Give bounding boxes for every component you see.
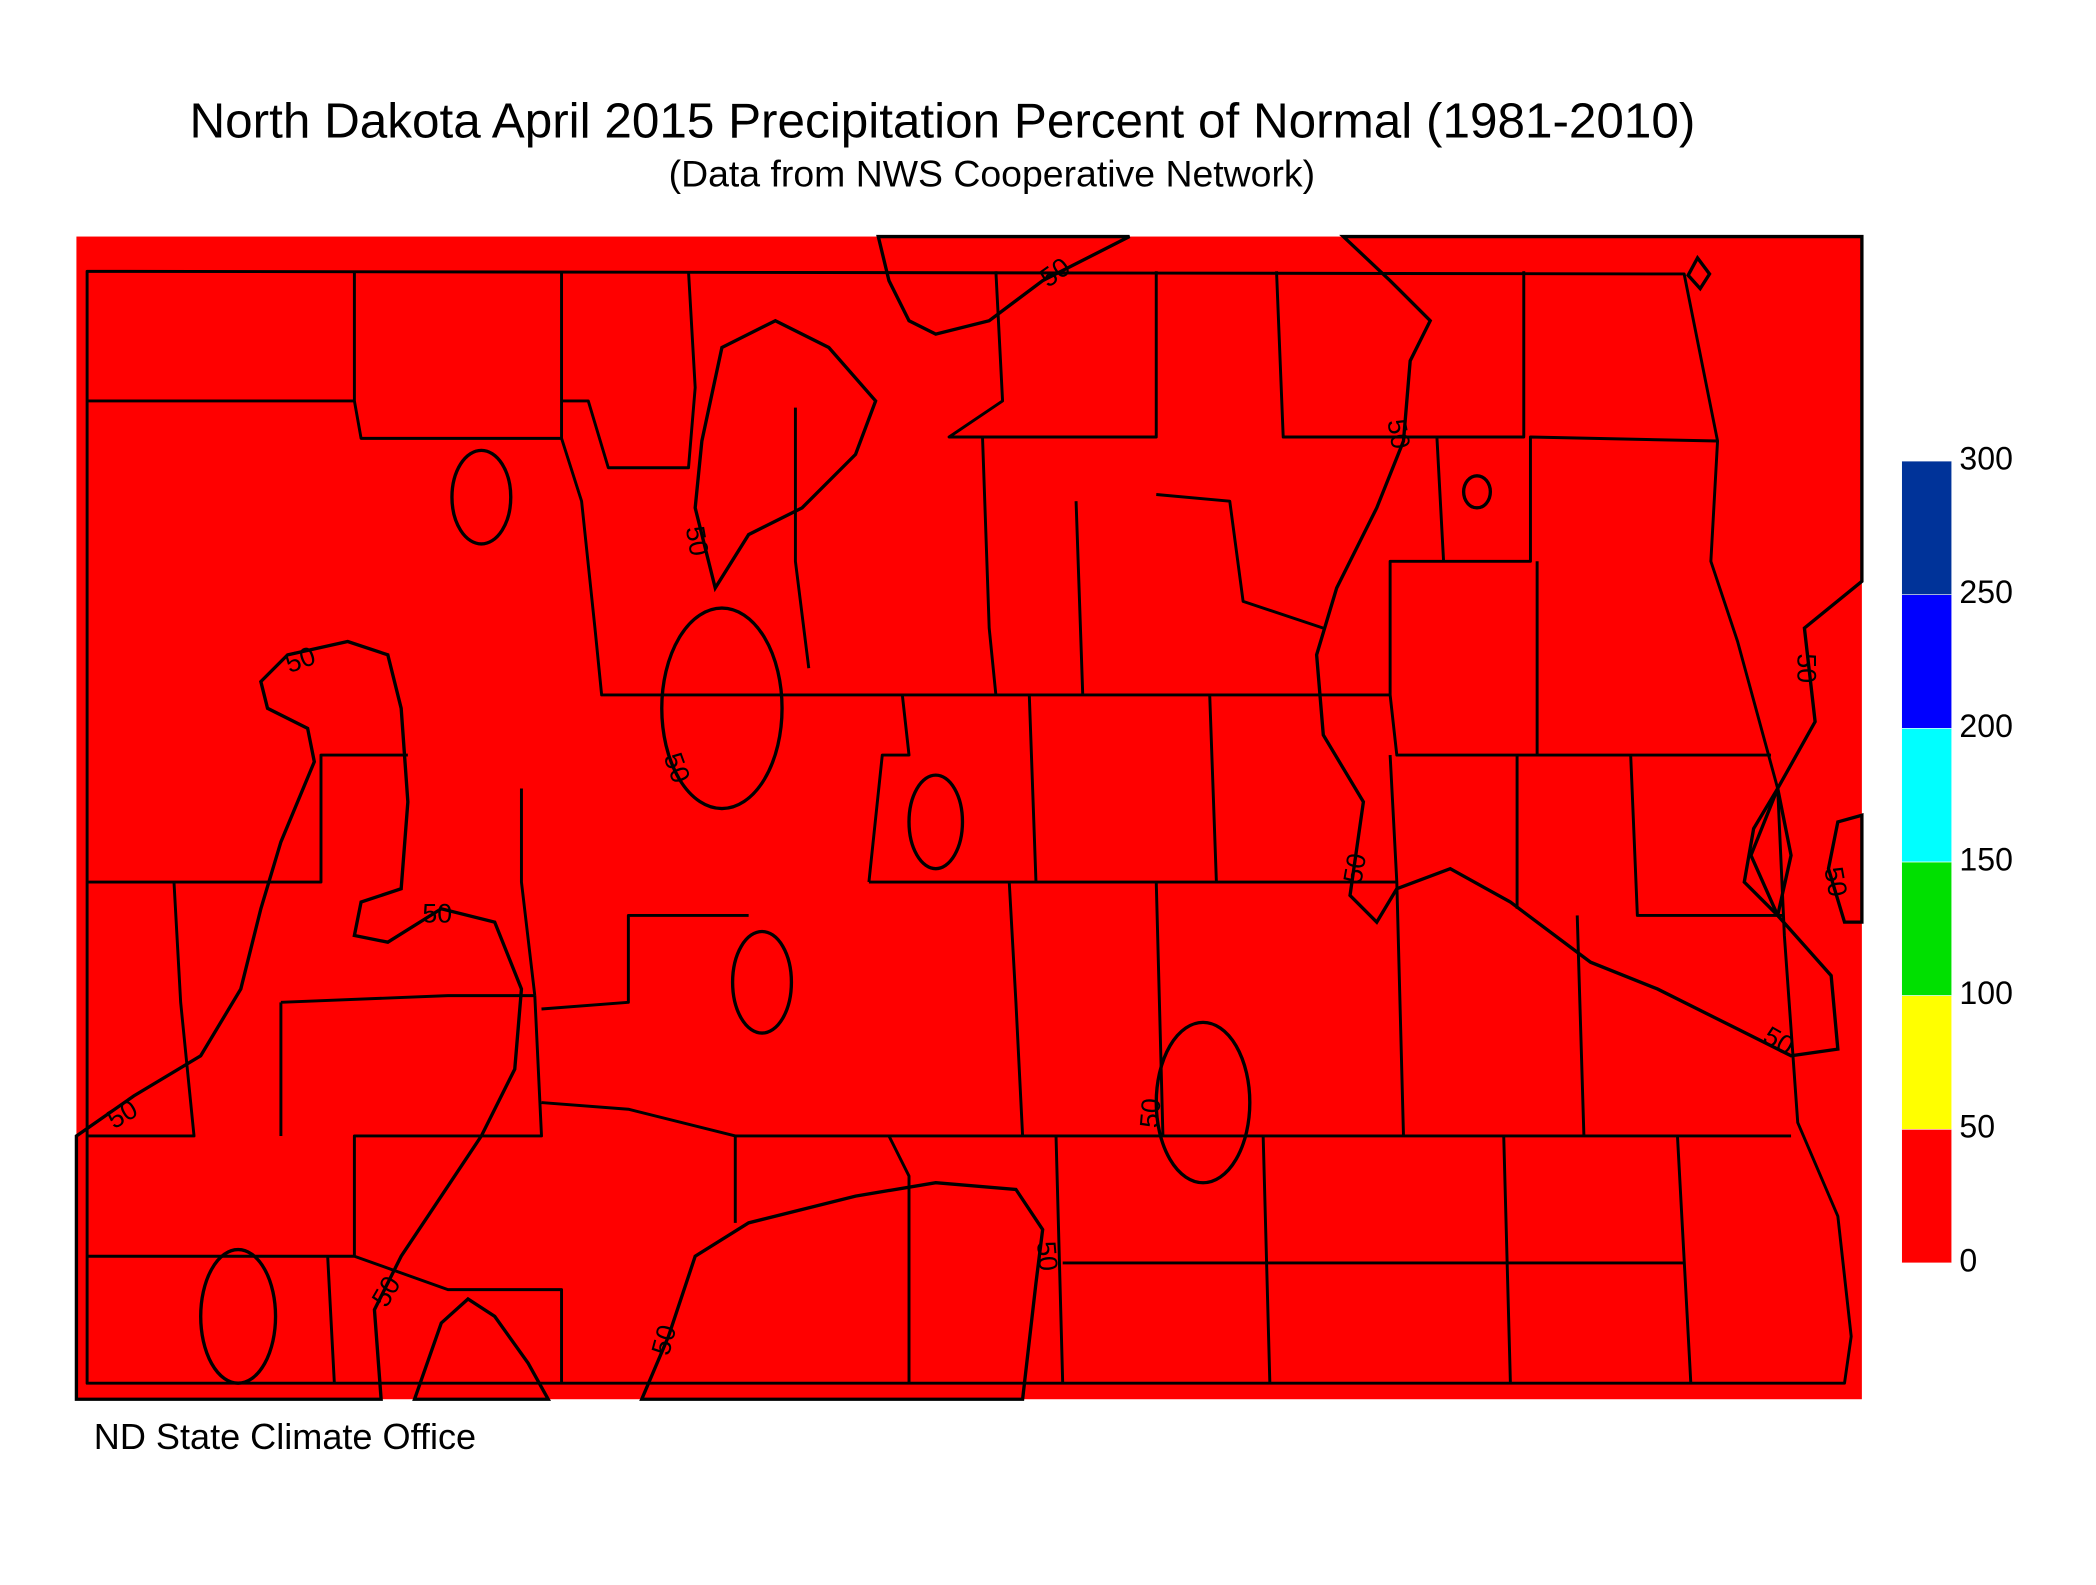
legend-swatch [1901, 861, 1952, 996]
legend-label: 100 [1959, 975, 2013, 1011]
legend-swatch [1901, 995, 1952, 1130]
field-low [76, 236, 1862, 1400]
county-lines [85, 269, 1853, 1385]
legend-swatch [1901, 728, 1952, 862]
legend-label: 300 [1959, 441, 2013, 477]
zone-0-50 [1461, 474, 1493, 510]
legend-swatch [1901, 461, 1952, 595]
legend: 0 50 100 150 200 250 300 [1901, 441, 2013, 1278]
legend-label: 150 [1959, 841, 2013, 877]
zone-50-100 [907, 773, 965, 871]
legend-label: 200 [1959, 708, 2013, 744]
zone-50-100 [1154, 1020, 1252, 1185]
legend-swatch [1901, 1129, 1952, 1263]
zone-50-100 [693, 318, 878, 593]
zone-100-150 [1686, 254, 1712, 292]
zone-50-100 [660, 606, 784, 811]
zone-50-100 [1826, 813, 1864, 924]
contour-label: 50 [1031, 1240, 1063, 1272]
zone-50-100 [1314, 234, 1864, 1058]
zone-50-100 [74, 639, 524, 1401]
legend-label: 0 [1959, 1242, 1977, 1278]
legend-label: 250 [1959, 574, 2013, 610]
contour-labels: 50 50 50 50 50 50 50 50 50 50 50 50 50 5… [102, 252, 1853, 1359]
precip-field [74, 234, 1864, 1401]
contour-label: 50 [1337, 851, 1372, 885]
contour-label: 50 [1791, 653, 1821, 683]
contour-label: 50 [646, 1322, 683, 1358]
contour-label: 50 [1818, 864, 1853, 898]
zone-50-100 [730, 929, 794, 1035]
contour-label: 50 [680, 524, 715, 558]
county-line [87, 694, 1792, 1384]
contour-label: 50 [422, 899, 452, 929]
title: North Dakota April 2015 Precipitation Pe… [189, 93, 1695, 148]
zone-50-100 [412, 1296, 552, 1401]
zone-50-100 [876, 234, 1131, 336]
zone-0-50 [1742, 783, 1793, 919]
credit: ND State Climate Office [94, 1416, 476, 1457]
county-line [87, 271, 1785, 917]
subtitle: (Data from NWS Cooperative Network) [669, 152, 1315, 194]
legend-label: 50 [1959, 1109, 1995, 1145]
contour-label: 50 [1134, 1097, 1166, 1129]
legend-swatch [1901, 594, 1952, 729]
zone-50-100 [450, 448, 513, 546]
zone-50-100 [639, 1181, 1045, 1401]
contour-label: 50 [1381, 417, 1416, 451]
